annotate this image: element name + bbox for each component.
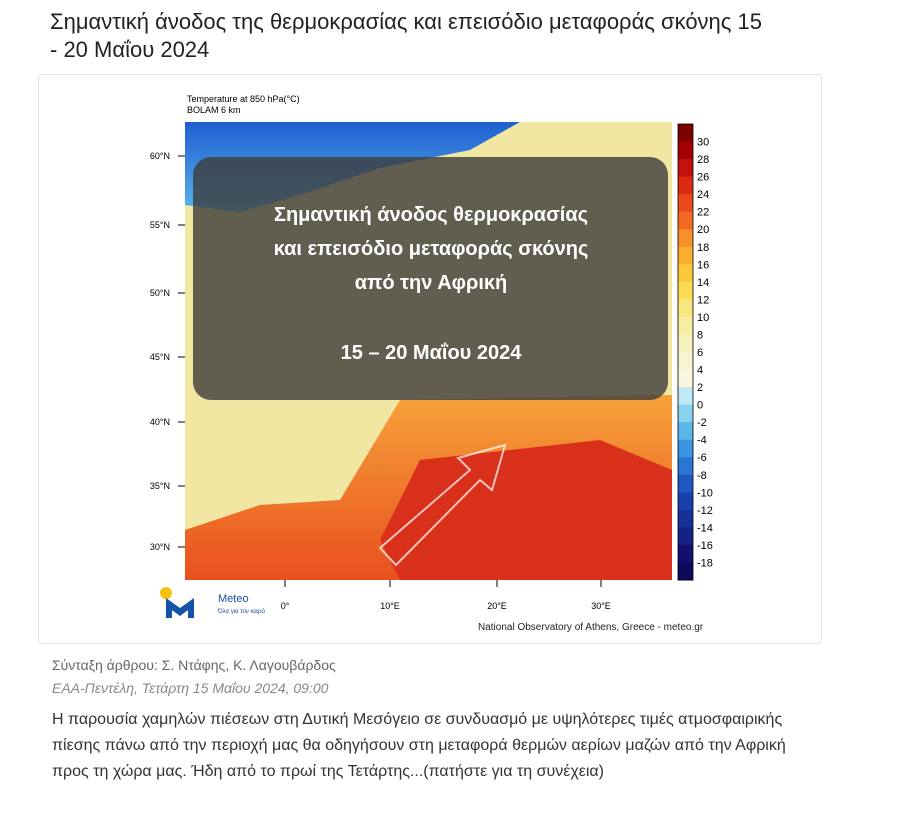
colorbar-label: 10 bbox=[697, 312, 709, 324]
longitude-label: 20°E bbox=[487, 601, 507, 611]
colorbar-label: 18 bbox=[697, 242, 709, 254]
colorbar-segment bbox=[678, 562, 693, 581]
latitude-label: 55°N bbox=[150, 220, 170, 230]
logo-tagline: Όλα για τον καιρό bbox=[217, 608, 266, 615]
colorbar-segment bbox=[678, 246, 693, 265]
colorbar-segment bbox=[678, 439, 693, 458]
overlay-text: από την Αφρική bbox=[355, 272, 508, 294]
longitude-label: 30°E bbox=[591, 601, 611, 611]
colorbar-segment bbox=[678, 509, 693, 528]
image-card[interactable] bbox=[38, 74, 822, 644]
overlay-text: και επεισόδιο μεταφοράς σκόνης bbox=[274, 238, 589, 260]
colorbar-frame bbox=[677, 123, 694, 581]
colorbar-segment bbox=[678, 176, 693, 195]
colorbar-segment bbox=[678, 281, 693, 300]
colorbar-label: -2 bbox=[697, 417, 707, 429]
colorbar-label: -16 bbox=[697, 540, 713, 552]
colorbar-segment bbox=[678, 334, 693, 353]
dateline: ΕΑΑ-Πεντέλη, Τετάρτη 15 Μαΐου 2024, 09:0… bbox=[52, 680, 329, 696]
latitude-label: 45°N bbox=[150, 352, 170, 362]
colorbar-label: 2 bbox=[697, 382, 703, 394]
colorbar-label: -18 bbox=[697, 557, 713, 569]
colorbar-label: 12 bbox=[697, 294, 709, 306]
colorbar-segment bbox=[678, 229, 693, 248]
colorbar-label: -12 bbox=[697, 505, 713, 517]
colorbar-segment bbox=[678, 387, 693, 406]
colorbar-segment bbox=[678, 544, 693, 563]
colorbar-label: -6 bbox=[697, 452, 707, 464]
latitude-label: 35°N bbox=[150, 481, 170, 491]
colorbar-segment bbox=[678, 369, 693, 388]
credit: National Observatory of Athens, Greece -… bbox=[478, 622, 704, 633]
colorbar-segment bbox=[678, 194, 693, 213]
overlay-box bbox=[193, 157, 668, 400]
logo-name: Meteo bbox=[218, 593, 249, 605]
colorbar-label: 22 bbox=[697, 207, 709, 219]
logo-mark bbox=[166, 598, 194, 618]
map-title: BOLAM 6 km bbox=[187, 105, 241, 115]
colorbar-label: -14 bbox=[697, 522, 713, 534]
colorbar-segment bbox=[678, 299, 693, 318]
colorbar-segment bbox=[678, 141, 693, 160]
hot-region bbox=[380, 440, 672, 580]
colorbar-segment bbox=[678, 159, 693, 178]
colorbar-segment bbox=[678, 211, 693, 230]
colorbar-label: -4 bbox=[697, 435, 707, 447]
colorbar-label: 0 bbox=[697, 400, 703, 412]
colorbar-segment bbox=[678, 404, 693, 423]
colorbar-segment bbox=[678, 492, 693, 511]
latitude-label: 30°N bbox=[150, 542, 170, 552]
colorbar-segment bbox=[678, 316, 693, 335]
overlay-text: Σημαντική άνοδος θερμοκρασίας bbox=[274, 204, 588, 226]
colorbar-segment bbox=[678, 474, 693, 493]
longitude-label: 10°E bbox=[380, 601, 400, 611]
colorbar-segment bbox=[678, 422, 693, 441]
forecast-image: Meteo Όλα για τον καιρό National Observa… bbox=[150, 94, 713, 633]
summary[interactable]: Η παρουσία χαμηλών πιέσεων στη Δυτική Με… bbox=[52, 711, 786, 780]
colorbar-segment bbox=[678, 352, 693, 371]
colorbar-label: 14 bbox=[697, 277, 709, 289]
colorbar-label: 4 bbox=[697, 365, 703, 377]
authors: Σύνταξη άρθρου: Σ. Ντάφης, Κ. Λαγουβάρδο… bbox=[52, 657, 336, 673]
colorbar-label: -10 bbox=[697, 487, 713, 499]
map-title: Temperature at 850 hPa(°C) bbox=[187, 94, 300, 104]
overlay-dates: 15 – 20 Μαΐου 2024 bbox=[341, 342, 523, 364]
colorbar-label: 6 bbox=[697, 347, 703, 359]
latitude-label: 60°N bbox=[150, 151, 170, 161]
logo-sun bbox=[160, 587, 172, 599]
colorbar-segment bbox=[678, 457, 693, 476]
colorbar-label: 8 bbox=[697, 329, 703, 341]
colorbar-segment bbox=[678, 527, 693, 546]
colorbar-label: 30 bbox=[697, 137, 709, 149]
colorbar-label: 20 bbox=[697, 224, 709, 236]
longitude-label: 0° bbox=[281, 601, 290, 611]
colorbar-label: 16 bbox=[697, 259, 709, 271]
colorbar-label: 28 bbox=[697, 154, 709, 166]
latitude-label: 50°N bbox=[150, 288, 170, 298]
dust-arrow bbox=[378, 443, 507, 567]
colorbar-label: 24 bbox=[697, 189, 709, 201]
colorbar-segment bbox=[678, 264, 693, 283]
colorbar-label: 26 bbox=[697, 172, 709, 184]
colorbar-segment bbox=[678, 124, 693, 143]
article-title[interactable]: Σημαντική άνοδος της θερμοκρασίας και επ… bbox=[50, 9, 762, 62]
colorbar-label: -8 bbox=[697, 470, 707, 482]
latitude-label: 40°N bbox=[150, 417, 170, 427]
